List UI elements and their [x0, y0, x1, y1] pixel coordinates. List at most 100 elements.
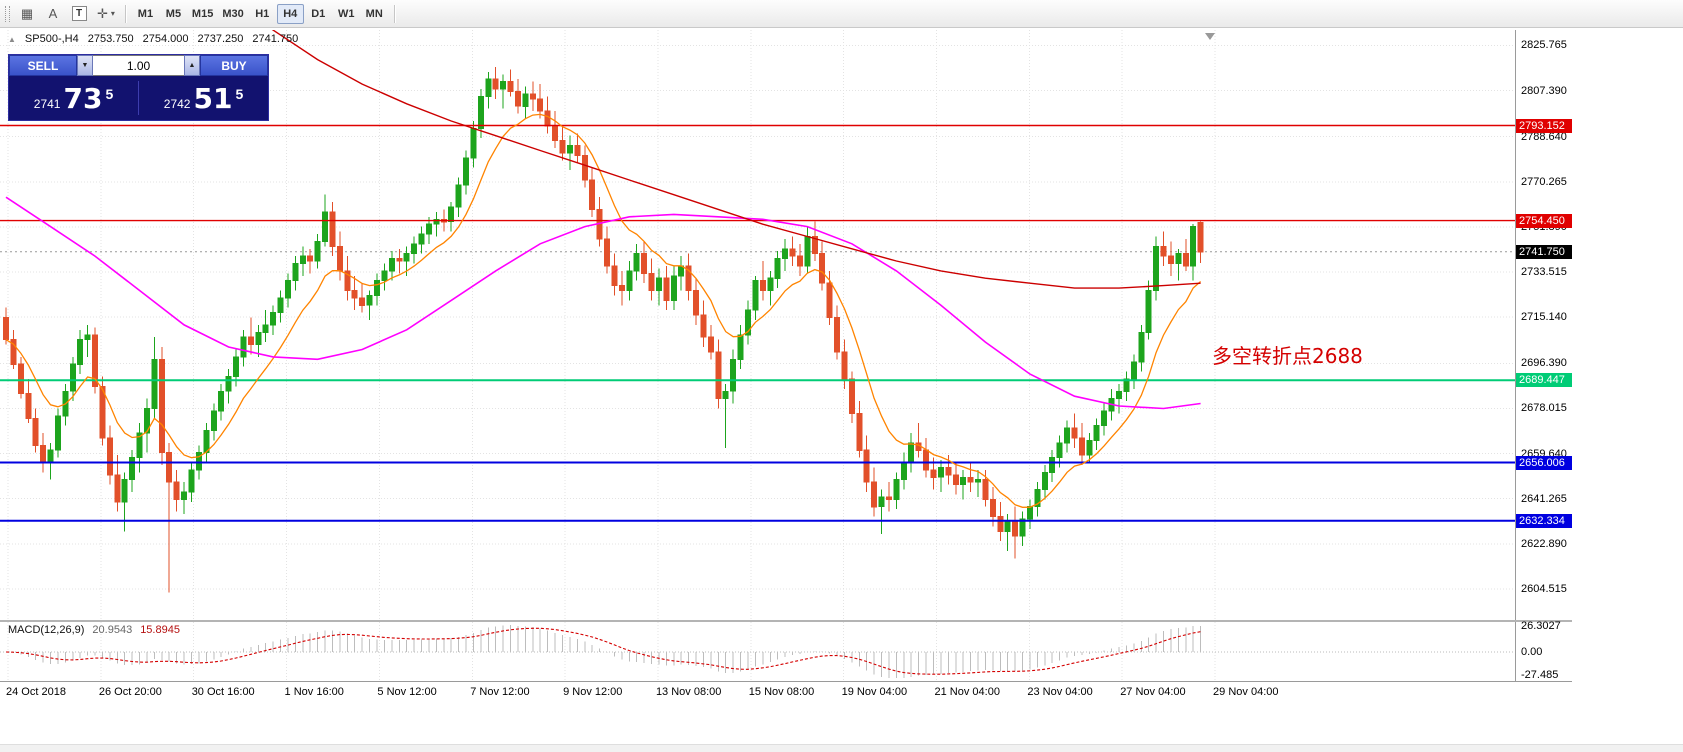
macd-canvas[interactable] — [0, 622, 1516, 681]
macd-axis-tick: 26.3027 — [1521, 620, 1561, 632]
text-box-glyph: T — [71, 6, 87, 21]
chart-shift-icon[interactable] — [1205, 33, 1215, 40]
text-label-icon[interactable]: A — [48, 6, 58, 21]
sell-button[interactable]: SELL — [9, 55, 77, 76]
y-axis-tick: 2807.390 — [1521, 84, 1567, 97]
price-tag-2656.006: 2656.006 — [1516, 455, 1572, 470]
timeframe-m15[interactable]: M15 — [191, 7, 214, 20]
macd-axis-tick: -27.485 — [1521, 669, 1559, 681]
time-axis-label: 27 Nov 04:00 — [1120, 686, 1186, 698]
y-axis-tick: 2825.765 — [1521, 39, 1567, 52]
timeframe-toolbar: M1 M5 M15 M30 H1 H4 D1 W1 MN — [132, 3, 388, 24]
macd-splitter[interactable] — [0, 620, 1572, 622]
y-axis-tick: 2733.515 — [1521, 266, 1567, 279]
time-axis-label: 1 Nov 16:00 — [284, 686, 344, 698]
y-axis-tick: 2696.390 — [1521, 357, 1567, 370]
sell-price-display[interactable]: 2741 73 5 — [9, 82, 138, 114]
trade-panel-top-row: SELL ▼ 1.00 ▲ BUY — [9, 55, 268, 76]
close-value: 2741.750 — [252, 33, 299, 45]
time-axis-border — [0, 681, 1572, 682]
toolbar: ▦ A T ✛ ▾ M1 M5 M15 M30 H1 H4 D1 W1 MN — [0, 0, 1683, 28]
timeframe-d1[interactable]: D1 — [311, 7, 326, 20]
price-tag-2632.334: 2632.334 — [1516, 513, 1572, 528]
toolbar-separator — [124, 4, 126, 23]
price-chart-canvas[interactable] — [0, 30, 1516, 620]
volume-increase-button[interactable]: ▲ — [184, 55, 200, 76]
sell-price-superscript: 5 — [105, 86, 114, 102]
y-axis-tick: 2788.640 — [1521, 130, 1567, 143]
y-axis-tick: 2604.515 — [1521, 583, 1567, 596]
time-axis-label: 15 Nov 08:00 — [748, 686, 815, 698]
high-value: 2754.000 — [142, 33, 189, 45]
macd-signal-value: 15.8945 — [140, 624, 180, 636]
macd-label-row: MACD(12,26,9) 20.9543 15.8945 — [8, 624, 180, 636]
bottom-edge — [0, 744, 1683, 752]
volume-input[interactable]: 1.00 — [93, 55, 184, 76]
price-axis-border — [1515, 30, 1516, 682]
time-axis-label: 21 Nov 04:00 — [934, 686, 1000, 698]
y-axis-tick: 2622.890 — [1521, 537, 1567, 550]
macd-histogram — [12, 625, 1202, 678]
timeframe-h4[interactable]: H4 — [276, 3, 304, 24]
time-axis-label: 23 Nov 04:00 — [1027, 686, 1093, 698]
timeframe-m5[interactable]: M5 — [165, 7, 182, 20]
buy-price-display[interactable]: 2742 51 5 — [139, 82, 268, 114]
one-click-trading-panel: SELL ▼ 1.00 ▲ BUY 2741 73 5 2742 51 5 — [8, 54, 269, 121]
buy-price-prefix: 2742 — [163, 97, 191, 111]
toolbar-icons: ▦ A T ✛ ▾ — [15, 4, 119, 24]
time-axis-label: 24 Oct 2018 — [6, 686, 66, 698]
time-axis-label: 26 Oct 20:00 — [98, 686, 162, 698]
trade-panel-price-row: 2741 73 5 2742 51 5 — [9, 76, 268, 120]
symbol-period-label: SP500-,H4 — [24, 33, 79, 45]
timeframe-h1[interactable]: H1 — [255, 7, 270, 20]
y-axis-tick: 2641.265 — [1521, 492, 1567, 505]
chart-annotation-text[interactable]: 多空转折点2688 — [1212, 344, 1363, 368]
macd-main-value: 20.9543 — [92, 624, 133, 636]
ma-red-line — [271, 30, 1201, 289]
cursor-tool-glyph: ✛ — [97, 5, 108, 21]
ma-magenta-line — [5, 196, 1201, 410]
macd-signal-line — [5, 627, 1201, 675]
time-axis-label: 7 Nov 12:00 — [470, 686, 530, 698]
macd-name: MACD(12,26,9) — [8, 624, 85, 636]
volume-decrease-button[interactable]: ▼ — [77, 55, 93, 76]
price-tag-2793.152: 2793.152 — [1516, 118, 1572, 133]
chart-grid-icon[interactable]: ▦ — [20, 5, 34, 21]
timeframe-m30[interactable]: M30 — [222, 7, 244, 20]
dropdown-caret-icon: ▾ — [110, 9, 115, 18]
price-tag-2689.447: 2689.447 — [1516, 373, 1572, 388]
y-axis-tick: 2678.015 — [1521, 402, 1567, 415]
y-axis-tick: 2770.265 — [1521, 175, 1567, 188]
timeframe-m1[interactable]: M1 — [137, 7, 154, 20]
collapse-trade-panel-icon[interactable]: ▲ — [8, 34, 16, 44]
low-value: 2737.250 — [197, 33, 244, 45]
cursor-tool-icon[interactable]: ✛ ▾ — [93, 4, 119, 24]
candles — [3, 66, 1204, 593]
time-axis-label: 29 Nov 04:00 — [1213, 686, 1279, 698]
sell-price-big-digits: 73 — [63, 82, 103, 115]
timeframe-w1[interactable]: W1 — [337, 7, 355, 20]
macd-grid — [0, 622, 1516, 681]
toolbar-separator — [393, 4, 395, 23]
time-axis-label: 5 Nov 12:00 — [377, 686, 437, 698]
text-box-icon[interactable]: T — [67, 4, 91, 24]
time-axis-label: 13 Nov 08:00 — [655, 686, 722, 698]
current-price-tag: 2741.750 — [1516, 244, 1572, 259]
price-tag-2754.450: 2754.450 — [1516, 213, 1572, 228]
chart-ohlc-header: ▲ SP500-,H4 2753.750 2754.000 2737.250 2… — [8, 33, 298, 45]
timeframe-mn[interactable]: MN — [365, 7, 383, 20]
time-axis-label: 30 Oct 16:00 — [191, 686, 255, 698]
buy-button[interactable]: BUY — [200, 55, 268, 76]
buy-price-superscript: 5 — [235, 86, 244, 102]
sell-price-prefix: 2741 — [33, 97, 61, 111]
buy-price-big-digits: 51 — [193, 82, 233, 115]
open-value: 2753.750 — [87, 33, 134, 45]
time-axis-label: 9 Nov 12:00 — [563, 686, 623, 698]
toolbar-grip[interactable] — [5, 5, 10, 22]
panel-divider — [138, 81, 139, 115]
y-axis-tick: 2715.140 — [1521, 311, 1567, 324]
ma-orange-line — [5, 113, 1202, 508]
macd-axis-tick: 0.00 — [1521, 646, 1543, 658]
time-axis-label: 19 Nov 04:00 — [841, 686, 908, 698]
